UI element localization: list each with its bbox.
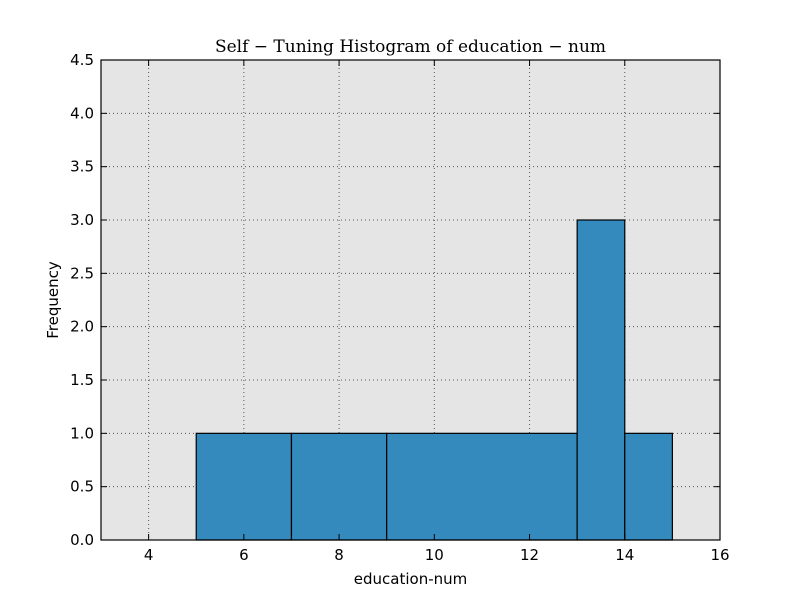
x-tick-label: 4 [144,546,154,564]
histogram-bar [576,219,626,541]
histogram-bar [195,432,293,541]
axis-ticks: 4 6 8 10 12 14 16 0.0 0.5 1.0 1.5 2.0 2.5 3.0 3.5 4.0 4.… [70,51,729,564]
plot-frame [100,59,721,541]
histogram-bar [624,432,673,541]
x-tick-label: 16 [710,546,729,564]
x-tick-label: 10 [425,546,444,564]
y-axis-label: Frequency [44,261,62,339]
y-tick-label: 2.5 [70,264,94,282]
y-tick-label: 3.5 [70,158,94,176]
x-axis-label: education-num [354,570,467,588]
chart-title: Self − Tuning Histogram of education − n… [215,37,606,57]
histogram-bar [386,432,578,541]
y-tick-label: 3.0 [70,211,94,229]
y-tick-label: 0.0 [70,531,94,549]
histogram-bar [290,432,388,541]
y-tick-label: 1.5 [70,371,94,389]
x-tick-label: 8 [334,546,344,564]
y-tick-label: 0.5 [70,478,94,496]
x-tick-label: 6 [239,546,249,564]
x-tick-label: 12 [520,546,539,564]
y-tick-label: 2.0 [70,318,94,336]
y-tick-label: 1.0 [70,424,94,442]
y-tick-label: 4.5 [70,51,94,69]
y-tick-label: 4.0 [70,104,94,122]
x-tick-label: 14 [615,546,634,564]
